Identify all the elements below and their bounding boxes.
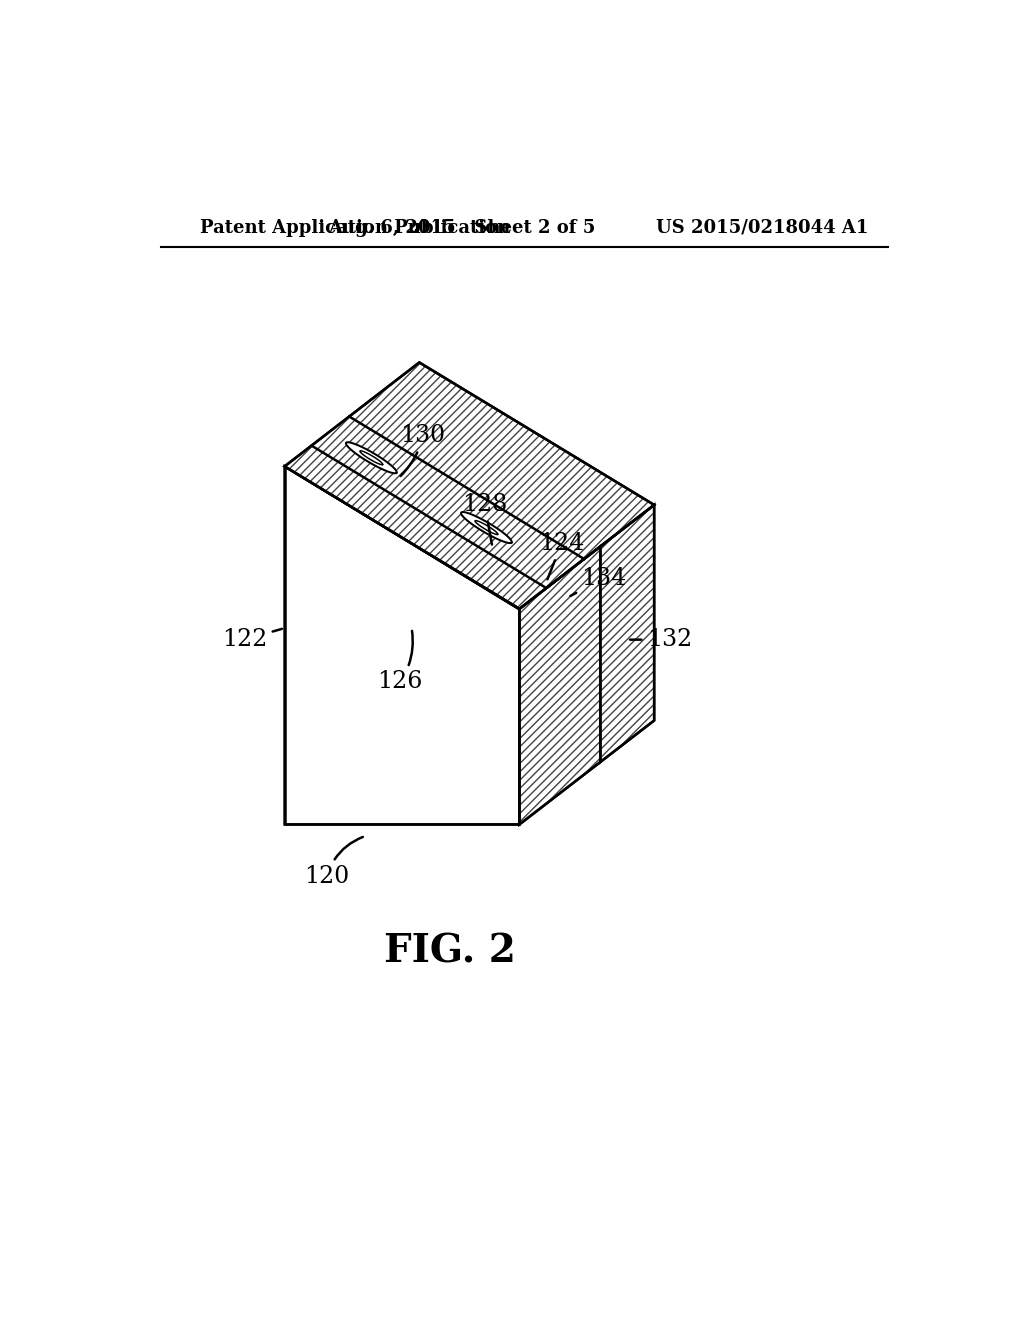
Polygon shape [519, 546, 600, 825]
Text: US 2015/0218044 A1: US 2015/0218044 A1 [655, 219, 868, 236]
Polygon shape [285, 363, 654, 609]
Text: 128: 128 [462, 494, 508, 545]
Text: 130: 130 [400, 424, 445, 477]
Text: 134: 134 [570, 566, 627, 597]
Polygon shape [346, 442, 396, 474]
Text: Patent Application Publication: Patent Application Publication [200, 219, 510, 236]
Polygon shape [461, 512, 512, 543]
Text: 122: 122 [222, 628, 282, 651]
Text: 120: 120 [304, 837, 362, 887]
Text: FIG. 2: FIG. 2 [384, 932, 516, 970]
Text: 124: 124 [539, 532, 585, 579]
Text: 132: 132 [630, 628, 692, 651]
Polygon shape [285, 466, 519, 825]
Polygon shape [600, 506, 654, 762]
Text: Aug. 6, 2015   Sheet 2 of 5: Aug. 6, 2015 Sheet 2 of 5 [328, 219, 595, 236]
Text: 126: 126 [378, 631, 423, 693]
